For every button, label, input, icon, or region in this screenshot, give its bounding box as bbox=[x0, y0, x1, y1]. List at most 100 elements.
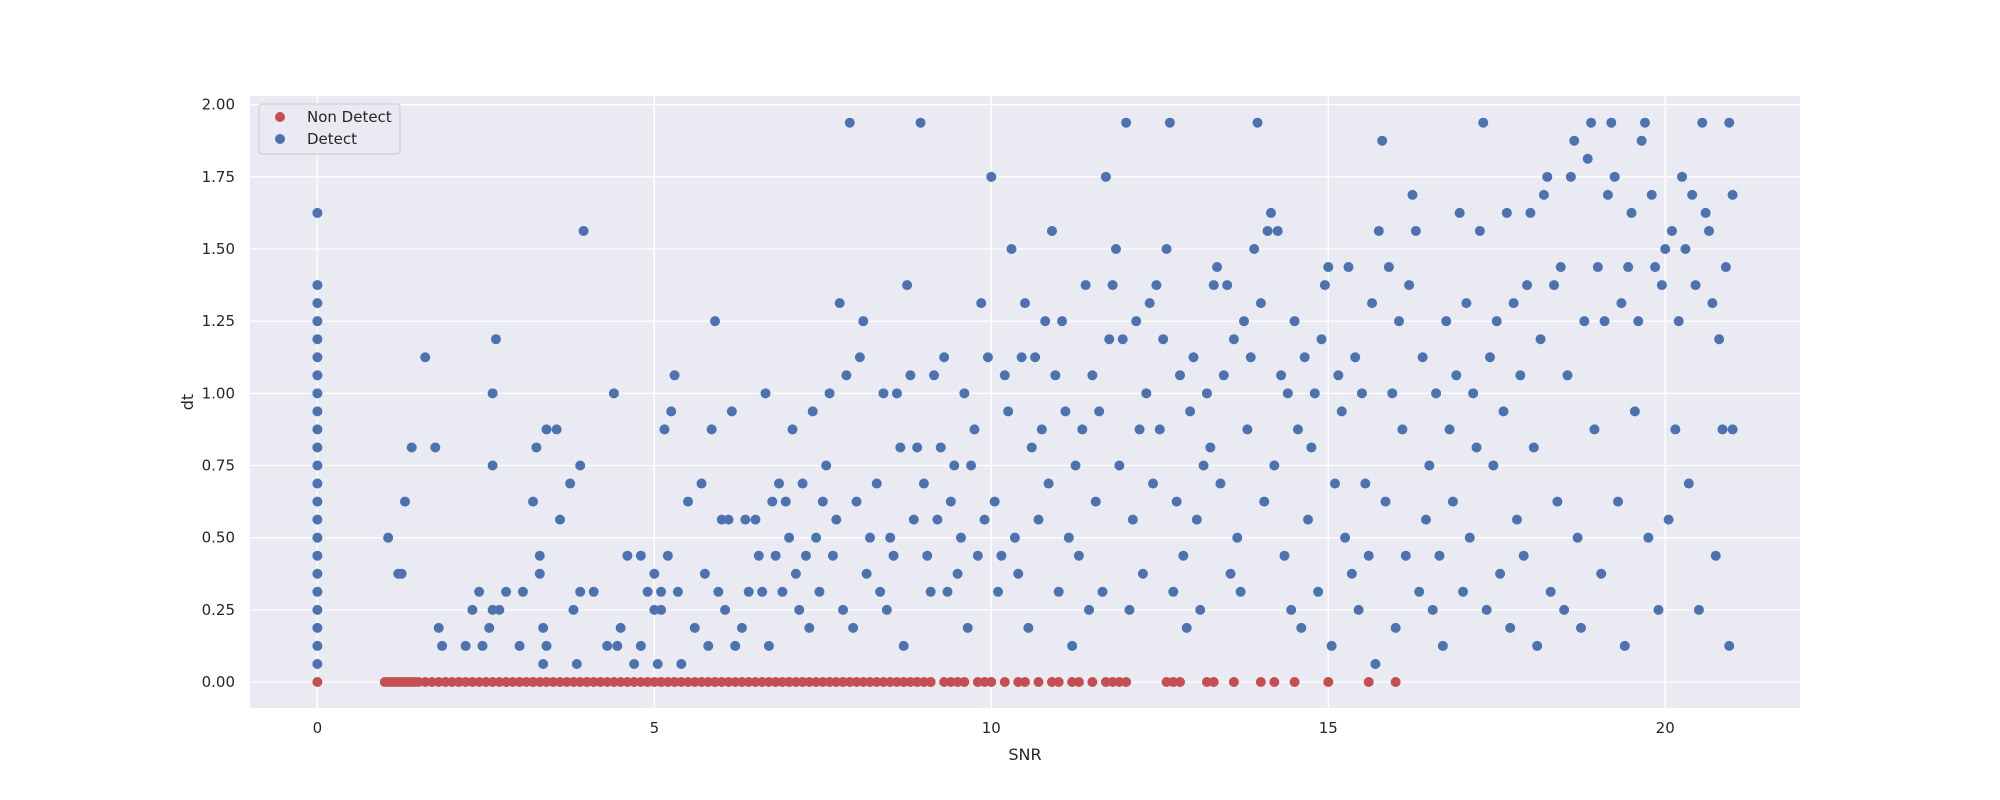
scatter-point bbox=[1346, 568, 1357, 579]
scatter-point bbox=[460, 640, 471, 651]
scatter-point bbox=[1505, 622, 1516, 633]
scatter-points bbox=[312, 117, 1738, 688]
scatter-point bbox=[575, 460, 586, 471]
scatter-point bbox=[1697, 117, 1708, 128]
scatter-point bbox=[1303, 514, 1314, 525]
scatter-point bbox=[706, 424, 717, 435]
scatter-point bbox=[1370, 658, 1381, 669]
scatter-point bbox=[1387, 388, 1398, 399]
scatter-point bbox=[1488, 460, 1499, 471]
scatter-point bbox=[962, 622, 973, 633]
scatter-point bbox=[1218, 370, 1229, 381]
y-tick-label: 1.00 bbox=[202, 384, 235, 402]
scatter-point bbox=[1461, 298, 1472, 309]
scatter-point bbox=[1245, 352, 1256, 363]
scatter-point bbox=[484, 622, 495, 633]
scatter-point bbox=[1191, 514, 1202, 525]
scatter-point bbox=[908, 514, 919, 525]
scatter-point bbox=[1265, 207, 1276, 218]
scatter-point bbox=[777, 586, 788, 597]
scatter-point bbox=[649, 568, 660, 579]
scatter-point bbox=[474, 586, 485, 597]
scatter-point bbox=[396, 568, 407, 579]
scatter-point bbox=[817, 496, 828, 507]
scatter-point bbox=[1474, 225, 1485, 236]
scatter-point bbox=[1633, 316, 1644, 327]
scatter-point bbox=[565, 478, 576, 489]
scatter-point bbox=[1447, 496, 1458, 507]
scatter-point bbox=[1363, 550, 1374, 561]
scatter-point bbox=[1343, 262, 1354, 273]
scatter-point bbox=[656, 604, 667, 615]
scatter-point bbox=[1319, 280, 1330, 291]
scatter-point bbox=[1528, 442, 1539, 453]
scatter-point bbox=[1464, 532, 1475, 543]
scatter-point bbox=[1377, 135, 1388, 146]
scatter-point bbox=[986, 171, 997, 182]
scatter-point bbox=[1279, 550, 1290, 561]
scatter-point bbox=[1053, 677, 1064, 688]
scatter-point bbox=[312, 604, 323, 615]
scatter-point bbox=[1003, 406, 1014, 417]
scatter-point bbox=[467, 604, 478, 615]
scatter-point bbox=[531, 442, 542, 453]
scatter-point bbox=[1495, 568, 1506, 579]
scatter-point bbox=[1700, 207, 1711, 218]
scatter-point bbox=[1175, 370, 1185, 381]
scatter-point bbox=[528, 496, 539, 507]
scatter-point bbox=[1360, 478, 1371, 489]
scatter-point bbox=[976, 298, 987, 309]
scatter-point bbox=[1666, 225, 1677, 236]
scatter-point bbox=[1097, 586, 1108, 597]
scatter-point bbox=[1060, 406, 1071, 417]
legend-marker-non-detect bbox=[275, 112, 285, 122]
scatter-point bbox=[797, 478, 808, 489]
scatter-point bbox=[1208, 280, 1219, 291]
scatter-point bbox=[312, 406, 323, 417]
plot-background bbox=[250, 96, 1800, 708]
scatter-point bbox=[1040, 316, 1051, 327]
scatter-point bbox=[1070, 460, 1081, 471]
scatter-point bbox=[1619, 640, 1630, 651]
scatter-point bbox=[794, 604, 805, 615]
scatter-point bbox=[1670, 424, 1681, 435]
scatter-point bbox=[1390, 622, 1401, 633]
scatter-point bbox=[501, 586, 512, 597]
scatter-point bbox=[1367, 298, 1378, 309]
series-detect bbox=[312, 117, 1738, 669]
scatter-point bbox=[1532, 640, 1543, 651]
scatter-point bbox=[1629, 406, 1640, 417]
scatter-point bbox=[1262, 225, 1273, 236]
series-non-detect bbox=[312, 677, 1401, 688]
y-tick-label: 1.25 bbox=[202, 312, 235, 330]
scatter-point bbox=[1542, 171, 1553, 182]
scatter-point bbox=[1404, 280, 1415, 291]
scatter-point bbox=[1559, 604, 1570, 615]
scatter-point bbox=[824, 388, 835, 399]
scatter-point bbox=[534, 550, 545, 561]
scatter-point bbox=[1444, 424, 1455, 435]
scatter-point bbox=[770, 550, 781, 561]
scatter-point bbox=[1589, 424, 1600, 435]
scatter-point bbox=[312, 352, 323, 363]
scatter-point bbox=[1178, 550, 1189, 561]
scatter-point bbox=[1434, 550, 1445, 561]
scatter-point bbox=[1592, 262, 1603, 273]
scatter-point bbox=[312, 280, 323, 291]
scatter-point bbox=[312, 640, 323, 651]
scatter-point bbox=[1545, 586, 1556, 597]
scatter-point bbox=[952, 568, 963, 579]
scatter-point bbox=[1555, 262, 1566, 273]
scatter-point bbox=[635, 640, 646, 651]
x-tick-label: 20 bbox=[1656, 719, 1675, 737]
scatter-point bbox=[1717, 424, 1728, 435]
scatter-point bbox=[1016, 352, 1027, 363]
scatter-point bbox=[312, 677, 323, 688]
scatter-point bbox=[922, 550, 933, 561]
scatter-point bbox=[430, 442, 441, 453]
scatter-point bbox=[538, 658, 549, 669]
scatter-point bbox=[750, 514, 761, 525]
scatter-point bbox=[865, 532, 875, 543]
scatter-point bbox=[659, 424, 670, 435]
scatter-point bbox=[312, 460, 323, 471]
